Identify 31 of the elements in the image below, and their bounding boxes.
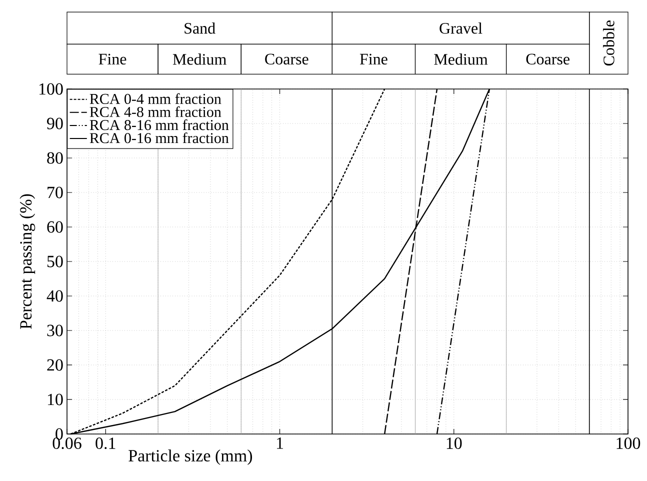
y-tick-label: 90: [47, 118, 63, 130]
text: Medium: [172, 54, 226, 65]
x-tick-label: 100: [616, 438, 640, 449]
legend-label: RCA 0-4 mm fraction: [90, 93, 222, 104]
x-axis-title: Particle size (mm): [128, 450, 252, 465]
legend-label: RCA 4-8 mm fraction: [90, 106, 222, 118]
y-tick-label: 0: [56, 428, 63, 440]
text: Coarse: [265, 54, 308, 65]
y-tick-label: 20: [47, 359, 63, 371]
legend-label: RCA 8-16 mm fraction: [90, 119, 229, 130]
y-tick-label: 40: [46, 290, 63, 302]
y-tick-label: 80: [47, 152, 63, 164]
y-axis-title: Percent passing (%): [20, 194, 36, 329]
x-tick-label: 0.1: [96, 438, 116, 450]
x-tick-label: 1: [276, 438, 283, 449]
y-tick-label: 70: [48, 186, 63, 198]
text: Sand: [184, 22, 216, 34]
y-tick-label: 30: [47, 324, 63, 336]
x-tick-label: 10: [446, 438, 462, 449]
y-tick-label: 100: [39, 83, 63, 95]
text: Gravel: [440, 22, 482, 34]
y-tick-label: 50: [47, 256, 63, 268]
text: Cobble: [603, 20, 614, 66]
y-tick-label: 60: [47, 221, 63, 233]
x-tick-label: 0.06: [52, 438, 82, 450]
y-tick-label: 10: [48, 394, 63, 406]
legend-label: RCA 0-16 mm fraction: [90, 132, 229, 144]
text: Coarse: [526, 54, 570, 65]
text: Fine: [360, 54, 388, 65]
text: Medium: [434, 54, 488, 65]
text: Fine: [98, 54, 126, 65]
